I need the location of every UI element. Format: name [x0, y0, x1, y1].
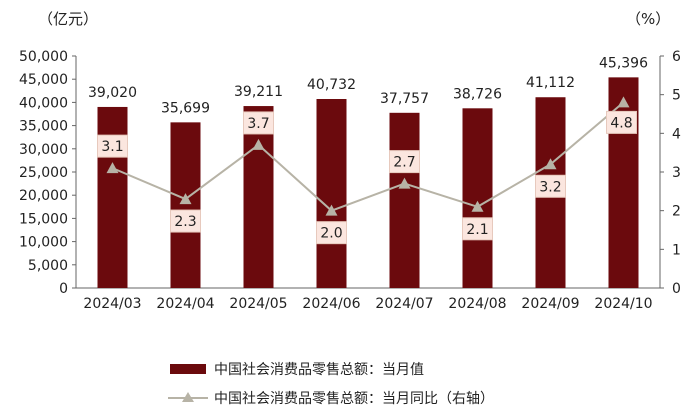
yoy-value-label: 2.0 — [320, 226, 342, 242]
right-tick-label: 2 — [672, 204, 681, 220]
bar-value-label: 39,020 — [88, 85, 137, 101]
right-tick-label: 1 — [672, 242, 681, 258]
left-tick-label: 40,000 — [19, 95, 68, 111]
yoy-label-box — [462, 217, 493, 241]
bar — [97, 106, 128, 288]
yoy-line — [112, 101, 625, 212]
right-tick-label: 3 — [672, 165, 681, 181]
yoy-value-label: 4.8 — [610, 115, 632, 131]
yoy-point — [471, 200, 484, 212]
bar-value-label: 38,726 — [453, 86, 502, 102]
bar — [608, 77, 639, 289]
yoy-point — [252, 138, 265, 150]
left-tick-label: 0 — [59, 281, 68, 297]
left-tick-label: 5,000 — [28, 258, 68, 274]
yoy-label-box — [243, 111, 274, 135]
left-tick-label: 20,000 — [19, 188, 68, 204]
yoy-value-label: 3.7 — [247, 116, 269, 132]
yoy-point — [179, 193, 192, 205]
yoy-label-box — [97, 134, 128, 158]
yoy-point — [398, 177, 411, 189]
x-tick-label: 2024/10 — [594, 296, 652, 312]
bar — [462, 108, 493, 288]
right-tick-label: 6 — [672, 49, 681, 65]
bar-value-label: 39,211 — [234, 84, 283, 100]
yoy-point — [106, 162, 119, 174]
right-axis-unit: （%） — [626, 10, 670, 28]
bar — [243, 106, 274, 288]
yoy-value-label: 2.7 — [393, 155, 415, 171]
yoy-value-label: 3.2 — [539, 179, 561, 195]
legend-bar-label: 中国社会消费品零售总额：当月值 — [214, 362, 424, 378]
yoy-value-label: 2.3 — [174, 214, 196, 230]
yoy-point — [544, 158, 557, 170]
right-tick-label: 4 — [672, 126, 681, 142]
legend-bar-swatch — [170, 364, 206, 374]
x-tick-label: 2024/08 — [448, 296, 506, 312]
bar — [389, 112, 420, 288]
legend-line-label: 中国社会消费品零售总额：当月同比（右轴） — [214, 391, 494, 407]
bar-value-label: 37,757 — [380, 91, 429, 107]
x-tick-label: 2024/06 — [302, 296, 360, 312]
x-tick-label: 2024/03 — [83, 296, 141, 312]
yoy-value-label: 3.1 — [101, 139, 123, 155]
right-tick-label: 0 — [672, 281, 681, 297]
x-tick-label: 2024/05 — [229, 296, 287, 312]
bar — [316, 99, 347, 289]
left-tick-label: 45,000 — [19, 72, 68, 88]
right-tick-label: 5 — [672, 88, 681, 104]
legend: 中国社会消费品零售总额：当月值 中国社会消费品零售总额：当月同比（右轴） — [168, 362, 494, 407]
yoy-point — [617, 96, 630, 108]
x-tick-label: 2024/07 — [375, 296, 433, 312]
bar — [170, 122, 201, 288]
left-axis-unit: （亿元） — [38, 10, 98, 28]
bar-value-label: 45,396 — [599, 55, 648, 71]
yoy-label-box — [316, 221, 347, 245]
left-tick-label: 10,000 — [19, 235, 68, 251]
yoy-value-label: 2.1 — [466, 222, 488, 238]
bar-value-label: 35,699 — [161, 100, 210, 116]
left-tick-label: 25,000 — [19, 165, 68, 181]
yoy-label-box — [170, 209, 201, 233]
left-tick-label: 30,000 — [19, 142, 68, 158]
left-tick-label: 15,000 — [19, 211, 68, 227]
bar-value-label: 41,112 — [526, 75, 575, 91]
yoy-label-box — [535, 174, 566, 198]
left-tick-label: 50,000 — [19, 49, 68, 65]
x-tick-label: 2024/04 — [156, 296, 214, 312]
bar-value-label: 40,732 — [307, 77, 356, 93]
yoy-point — [325, 204, 338, 216]
left-tick-label: 35,000 — [19, 119, 68, 135]
x-tick-label: 2024/09 — [521, 296, 579, 312]
yoy-label-box — [606, 110, 637, 134]
yoy-label-box — [389, 150, 420, 174]
legend-triangle-marker — [182, 392, 194, 402]
